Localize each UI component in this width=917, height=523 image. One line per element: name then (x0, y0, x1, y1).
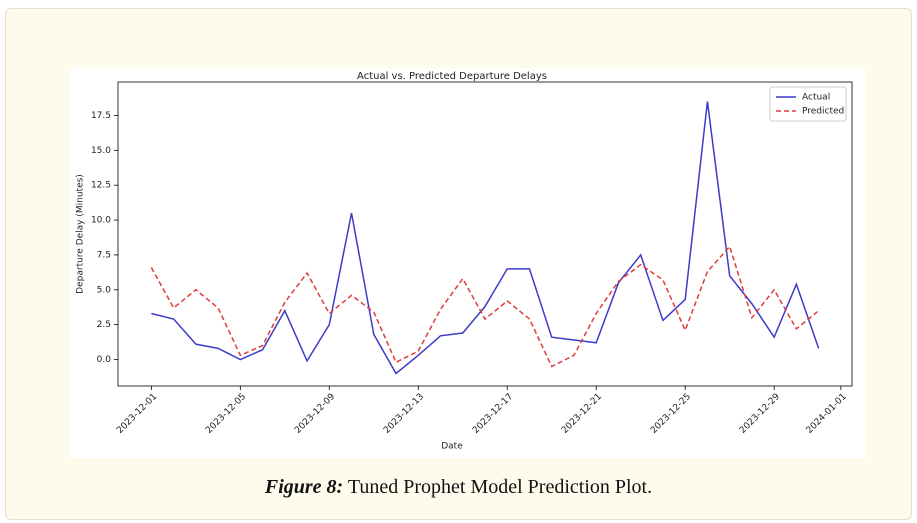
caption-text: Tuned Prophet Model Prediction Plot. (347, 476, 653, 498)
y-tick-label: 0.0 (97, 355, 112, 365)
series-line (151, 101, 820, 375)
y-tick-label: 15.0 (91, 146, 111, 156)
legend-label: Predicted (802, 107, 844, 117)
y-tick-label: 7.5 (97, 250, 111, 260)
plot-frame (117, 81, 853, 387)
legend-box (769, 86, 847, 122)
chart-background (70, 68, 865, 458)
chart: Actual vs. Predicted Departure Delays Da… (70, 68, 865, 458)
y-axis-label: Departure Delay (Minutes) (76, 174, 86, 294)
y-tick-label: 10.0 (91, 216, 111, 226)
chart-title: Actual vs. Predicted Departure Delays (357, 71, 547, 82)
caption-label: Figure 8: (264, 476, 344, 498)
caption: Figure 8: Tuned Prophet Model Prediction… (0, 476, 917, 499)
y-tick-label: 5.0 (97, 285, 112, 295)
y-tick-label: 12.5 (91, 181, 111, 191)
series-line (150, 245, 820, 368)
y-tick-label: 17.5 (91, 111, 111, 121)
legend-label: Actual (802, 93, 830, 103)
y-tick-label: 2.5 (97, 320, 111, 330)
x-axis-label: Date (441, 442, 463, 452)
